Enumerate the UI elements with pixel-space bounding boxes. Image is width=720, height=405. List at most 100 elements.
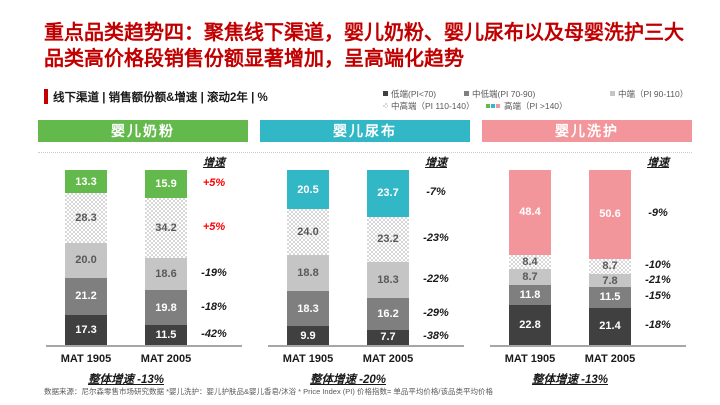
legend-item-label: 中低端(PI 70-90) xyxy=(472,88,536,99)
legend-marker-icon xyxy=(383,91,388,96)
bar-segment: 18.3 xyxy=(367,262,409,299)
legend: 低端(PI<70) 中低端(PI 70-90) 中端（PI 90-110） 中高端（P… xyxy=(383,88,713,112)
source-note: 数据来源：尼尔森零售市场研究数据 *婴儿洗护：婴儿护肤品&婴儿香皂/沐浴 * P… xyxy=(44,387,493,396)
segment-value-label: 23.2 xyxy=(377,233,399,246)
segment-value-label: 7.7 xyxy=(380,331,396,344)
segment-value-label: 11.8 xyxy=(519,288,541,301)
bar-segment: 23.2 xyxy=(367,216,409,263)
legend-item: 中低端(PI 70-90) xyxy=(464,88,610,100)
growth-rate-label: -38% xyxy=(423,330,449,343)
growth-rate-label: -19% xyxy=(201,266,227,279)
bar-segment: 7.7 xyxy=(367,329,409,345)
bar-segment: 21.2 xyxy=(65,277,107,315)
bar-segment: 20.0 xyxy=(65,242,107,278)
bar-segment: 24.0 xyxy=(287,209,329,256)
growth-rate-label: +5% xyxy=(202,176,226,189)
growth-rate-label: -9% xyxy=(648,207,668,220)
stacked-bar-chart: 增速 22.8 11.8 8.7 8.4 48.4 MAT 1905 21.4 -18% 11.5… xyxy=(482,142,692,403)
bar-segment: 23.7 xyxy=(367,170,409,217)
bar-segment: 16.2 xyxy=(367,298,409,330)
chart-title: 婴儿尿布 xyxy=(333,123,397,139)
segment-value-label: 9.9 xyxy=(300,329,316,342)
growth-rate-label: -7% xyxy=(426,186,446,199)
legend-item: 高端（PI >140） xyxy=(486,100,568,112)
bar-segment: 48.4 xyxy=(509,170,551,255)
legend-item-label: 中高端（PI 110-140） xyxy=(391,100,475,111)
legend-item: 中高端（PI 110-140） xyxy=(383,100,486,112)
growth-rate-label: +5% xyxy=(202,220,226,233)
segment-value-label: 50.6 xyxy=(599,208,621,221)
segment-value-label: 21.2 xyxy=(75,290,97,303)
growth-rate-label: -18% xyxy=(645,319,671,332)
bar-segment: 8.4 xyxy=(509,254,551,270)
growth-rate-label: -10% xyxy=(645,259,671,272)
overall-growth-label: 整体增速 -13% xyxy=(87,374,165,386)
bar-segment: 11.5 xyxy=(145,324,187,345)
segment-value-label: 17.3 xyxy=(75,323,97,336)
legend-marker-icon xyxy=(486,103,501,108)
segment-value-label: 16.2 xyxy=(377,307,399,320)
growth-column-header: 增速 xyxy=(647,157,669,169)
segment-value-label: 18.3 xyxy=(297,302,319,315)
bar-segment: 8.7 xyxy=(509,269,551,285)
segment-value-label: 11.5 xyxy=(155,328,177,341)
bar-segment: 19.8 xyxy=(145,290,187,325)
stacked-bar-chart: 增速 17.3 21.2 20.0 28.3 13.3 MAT 1905 11.5 -42% 19… xyxy=(38,142,248,403)
legend-item-label: 中端（PI 90-110） xyxy=(618,88,689,99)
bar-segment: 8.7 xyxy=(589,258,631,274)
category-axis-label: MAT 2005 xyxy=(362,353,414,365)
bar-segment: 11.5 xyxy=(589,287,631,308)
bar-segment: 18.3 xyxy=(287,291,329,327)
segment-value-label: 34.2 xyxy=(155,221,177,234)
growth-rate-label: -42% xyxy=(201,327,227,340)
chart-subtitle: 线下渠道 | 销售额份额&增速 | 滚动2年 | % xyxy=(53,92,268,104)
legend-marker-icon xyxy=(610,91,615,96)
stacked-bar-chart: 增速 9.9 18.3 18.8 24.0 20.5 MAT 1905 7.7 -38% 16.2… xyxy=(260,142,470,403)
segment-value-label: 19.8 xyxy=(155,301,177,314)
chart-title: 婴儿洗护 xyxy=(555,123,619,139)
growth-column-header: 增速 xyxy=(425,157,447,169)
growth-rate-label: -23% xyxy=(423,232,449,245)
segment-value-label: 7.8 xyxy=(602,274,618,287)
bar-segment: 15.9 xyxy=(145,170,187,198)
x-axis-baseline xyxy=(268,345,464,347)
segment-value-label: 22.8 xyxy=(519,319,541,332)
category-axis-label: MAT 2005 xyxy=(140,353,192,365)
chart-title-banner: 婴儿尿布 xyxy=(260,120,470,142)
segment-value-label: 8.4 xyxy=(522,255,538,268)
x-axis-baseline xyxy=(490,345,686,347)
bar-segment: 50.6 xyxy=(589,170,631,259)
bar-segment: 7.8 xyxy=(589,273,631,288)
segment-value-label: 20.5 xyxy=(297,183,319,196)
growth-rate-label: -21% xyxy=(645,273,671,286)
chart-panel-baby-wash: 婴儿洗护 增速 22.8 11.8 8.7 8.4 48.4 MAT 1905 21.4 -18… xyxy=(482,120,692,403)
segment-value-label: 11.5 xyxy=(599,291,621,304)
segment-value-label: 18.6 xyxy=(155,267,177,280)
segment-value-label: 13.3 xyxy=(75,175,97,188)
segment-value-label: 18.3 xyxy=(377,274,399,287)
growth-rate-label: -15% xyxy=(645,290,671,303)
bar-segment: 9.9 xyxy=(287,326,329,345)
bar-segment: 11.8 xyxy=(509,284,551,306)
chart-title-banner: 婴儿奶粉 xyxy=(38,120,248,142)
segment-value-label: 28.3 xyxy=(75,211,97,224)
segment-value-label: 8.7 xyxy=(602,260,618,273)
bar-segment: 21.4 xyxy=(589,307,631,345)
category-axis-label: MAT 1905 xyxy=(504,353,556,365)
chart-title: 婴儿奶粉 xyxy=(111,123,175,139)
bar-segment: 22.8 xyxy=(509,305,551,345)
chart-panel-milk-powder: 婴儿奶粉 增速 17.3 21.2 20.0 28.3 13.3 MAT 1905 11.5 -… xyxy=(38,120,248,403)
accent-bar xyxy=(44,89,48,104)
bar-segment: 28.3 xyxy=(65,193,107,243)
segment-value-label: 15.9 xyxy=(155,177,177,190)
legend-item-label: 低端(PI<70) xyxy=(391,88,437,99)
legend-marker-icon xyxy=(464,91,469,96)
category-axis-label: MAT 1905 xyxy=(282,353,334,365)
segment-value-label: 20.0 xyxy=(75,254,97,267)
growth-rate-label: -18% xyxy=(201,300,227,313)
x-axis-baseline xyxy=(46,345,242,347)
category-axis-label: MAT 2005 xyxy=(584,353,636,365)
segment-value-label: 21.4 xyxy=(599,320,621,333)
category-axis-label: MAT 1905 xyxy=(60,353,112,365)
